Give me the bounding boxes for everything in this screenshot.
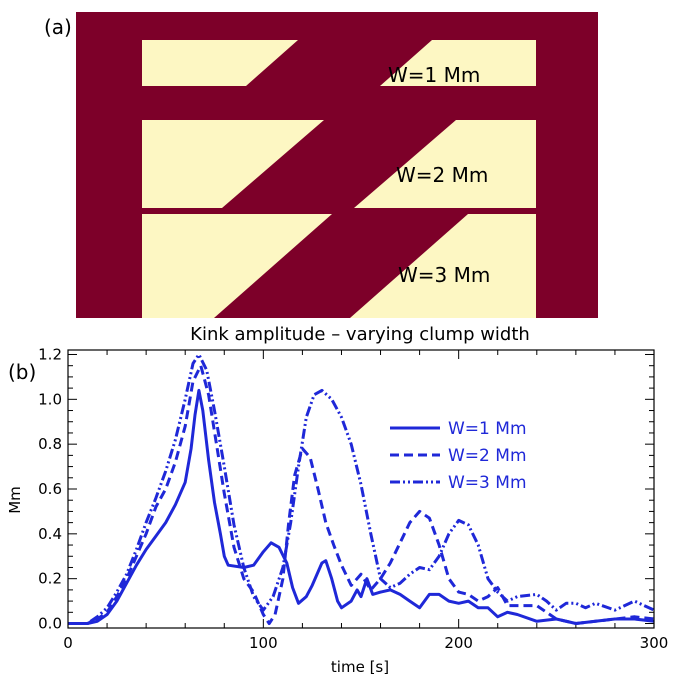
chart-title: Kink amplitude – varying clump width [190,324,530,345]
legend-label-2: W=2 Mm [448,446,527,466]
panel-a-label: (a) [44,15,72,39]
axis-tick-labels: 0 100 200 300 0.0 0.2 0.4 0.6 0.8 1.0 1.2 [38,345,668,652]
clump-row1-right [380,40,536,86]
x-tick-label: 100 [249,634,278,652]
y-axis-label: Mm [6,486,24,514]
y-tick-label: 0.8 [38,435,62,453]
clump-row2-left [142,120,324,208]
panel-b-chart: Kink amplitude – varying clump width (b)… [6,324,668,675]
series-line-1 [68,388,655,625]
series-line-3 [68,353,655,625]
width-label-1: W=1 Mm [388,63,480,87]
clump-row1-left [142,40,298,86]
y-tick-label: 1.2 [38,345,62,363]
y-tick-label: 0.0 [38,615,62,633]
clump-row2-right [354,120,536,208]
width-label-3: W=3 Mm [398,263,490,287]
data-series [68,353,655,625]
x-tick-label: 0 [63,634,73,652]
panel-a-clumps [142,40,536,318]
y-tick-label: 0.2 [38,570,62,588]
y-tick-label: 0.6 [38,480,62,498]
y-tick-label: 1.0 [38,390,62,408]
plot-frame [67,349,655,629]
legend: W=1 Mm W=2 Mm W=3 Mm [390,419,527,493]
width-label-2: W=2 Mm [396,163,488,187]
clump-row3-right [350,214,536,318]
panel-b-label: (b) [8,360,36,384]
series-line-2 [68,364,655,625]
x-axis-label: time [s] [331,658,389,675]
y-tick-label: 0.4 [38,525,62,543]
clump-row3-left [142,214,332,318]
legend-label-1: W=1 Mm [448,419,527,439]
panel-a-schematic: (a) W=1 Mm W=2 Mm W=3 Mm [44,12,598,318]
x-tick-label: 300 [640,634,669,652]
x-tick-label: 200 [444,634,473,652]
legend-label-3: W=3 Mm [448,473,527,493]
